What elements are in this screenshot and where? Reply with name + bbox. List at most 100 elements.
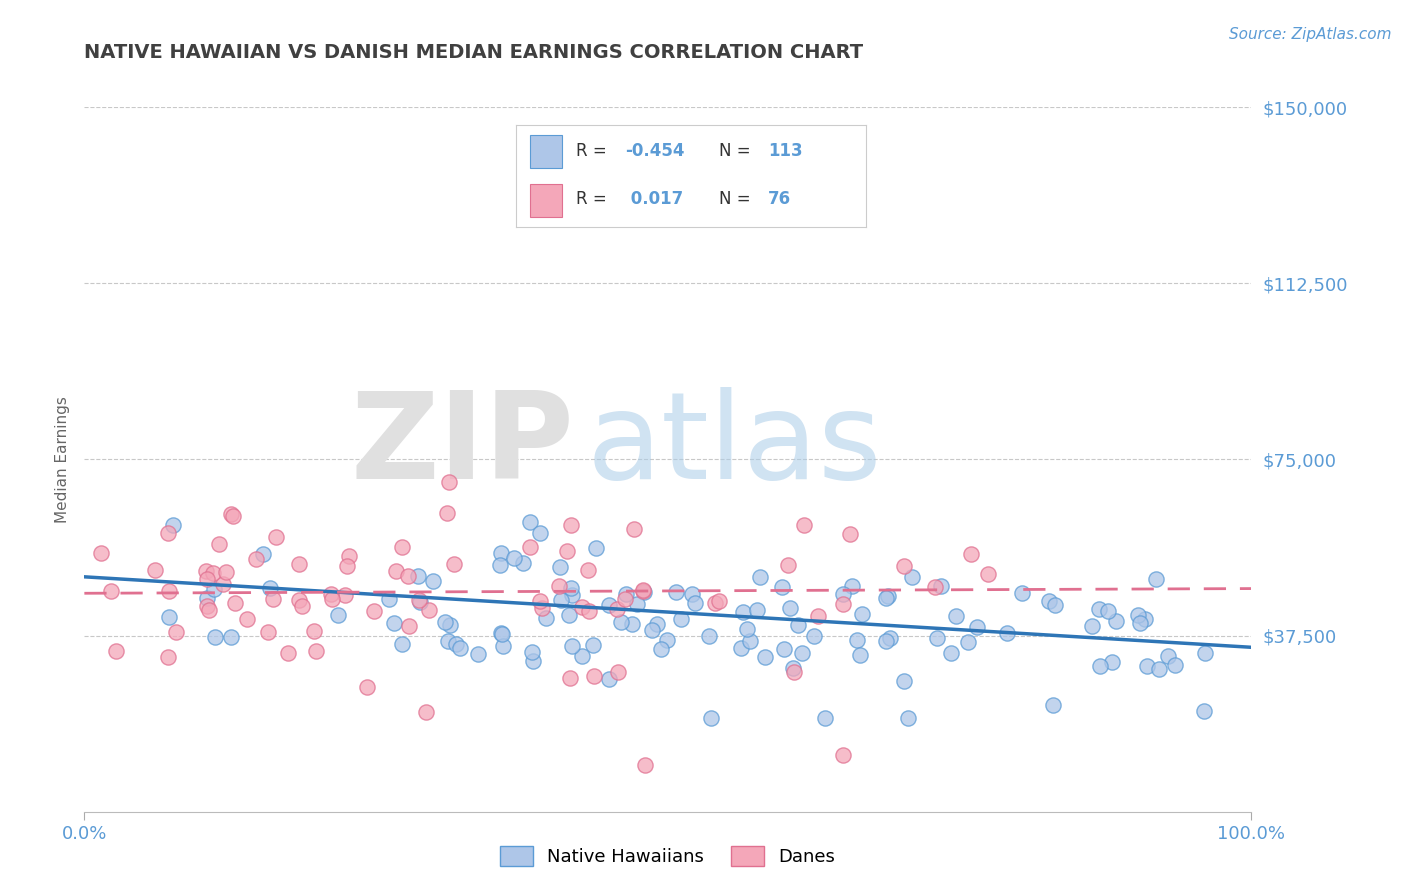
Point <box>418 603 440 617</box>
Point <box>287 593 309 607</box>
Point <box>1164 658 1187 673</box>
Point <box>519 540 541 554</box>
Point <box>561 640 583 654</box>
Point <box>832 587 855 601</box>
Point <box>598 672 620 686</box>
Point <box>439 617 461 632</box>
Point <box>945 609 967 624</box>
Point <box>607 665 630 679</box>
Point <box>224 596 246 610</box>
Point <box>879 632 901 646</box>
Point <box>548 579 571 593</box>
Point <box>571 648 593 663</box>
Point <box>578 604 600 618</box>
Point <box>621 617 644 632</box>
Point <box>839 526 862 541</box>
Point <box>534 611 557 625</box>
Point <box>893 674 915 689</box>
Point <box>166 625 188 640</box>
Point <box>363 605 385 619</box>
Point <box>700 711 723 725</box>
Point <box>201 566 224 581</box>
Point <box>626 597 648 611</box>
Point <box>633 582 655 597</box>
Point <box>749 570 772 584</box>
Point <box>502 551 524 566</box>
Point <box>897 711 920 725</box>
Point <box>264 530 287 544</box>
Point <box>208 537 231 551</box>
Point <box>195 591 218 606</box>
Point <box>571 600 593 615</box>
Point <box>901 570 924 584</box>
Point <box>436 506 458 520</box>
Point <box>606 602 628 616</box>
Point <box>558 608 581 623</box>
Point <box>1194 704 1216 718</box>
Point <box>222 508 245 523</box>
Point <box>520 645 543 659</box>
Legend: Native Hawaiians, Danes: Native Hawaiians, Danes <box>494 838 842 873</box>
Point <box>287 557 309 571</box>
Point <box>1101 655 1123 669</box>
Point <box>623 522 645 536</box>
Point <box>519 515 541 529</box>
Point <box>730 640 752 655</box>
Text: atlas: atlas <box>586 387 882 504</box>
Point <box>555 544 578 558</box>
Point <box>957 635 980 649</box>
Point <box>773 642 796 657</box>
Point <box>582 638 605 652</box>
Point <box>467 647 489 661</box>
Point <box>489 546 512 560</box>
Point <box>219 507 242 521</box>
Point <box>1088 659 1111 673</box>
Point <box>156 650 179 665</box>
Point <box>598 598 620 612</box>
Point <box>585 541 607 555</box>
Point <box>195 572 218 586</box>
Point <box>214 566 236 580</box>
Point <box>328 608 350 623</box>
Point <box>156 525 179 540</box>
Point <box>415 706 437 720</box>
Point <box>924 580 946 594</box>
Text: ZIP: ZIP <box>350 387 575 504</box>
Point <box>321 592 343 607</box>
Point <box>356 680 378 694</box>
Point <box>529 525 551 540</box>
Point <box>305 644 328 658</box>
Point <box>770 580 793 594</box>
Point <box>779 600 801 615</box>
Point <box>716 170 738 185</box>
Point <box>803 629 825 643</box>
Point <box>893 558 915 573</box>
Point <box>104 644 127 658</box>
Point <box>384 615 406 630</box>
Point <box>409 595 432 609</box>
Point <box>378 592 401 607</box>
Point <box>492 640 515 654</box>
Point <box>960 547 983 561</box>
Point <box>1105 614 1128 628</box>
Point <box>561 588 583 602</box>
Point <box>157 610 180 624</box>
Point <box>446 637 468 651</box>
Point <box>262 592 284 607</box>
Point <box>778 558 800 572</box>
Point <box>1081 619 1104 633</box>
Point <box>1194 646 1216 660</box>
Point <box>641 623 664 637</box>
Point <box>1043 598 1066 612</box>
Point <box>321 587 343 601</box>
Point <box>1135 612 1157 626</box>
Text: Source: ZipAtlas.com: Source: ZipAtlas.com <box>1229 27 1392 42</box>
Point <box>1088 601 1111 615</box>
Point <box>437 633 460 648</box>
Point <box>408 593 430 607</box>
Point <box>683 595 706 609</box>
Point <box>391 637 413 651</box>
Point <box>576 562 599 576</box>
Point <box>697 629 720 643</box>
Point <box>302 624 325 638</box>
